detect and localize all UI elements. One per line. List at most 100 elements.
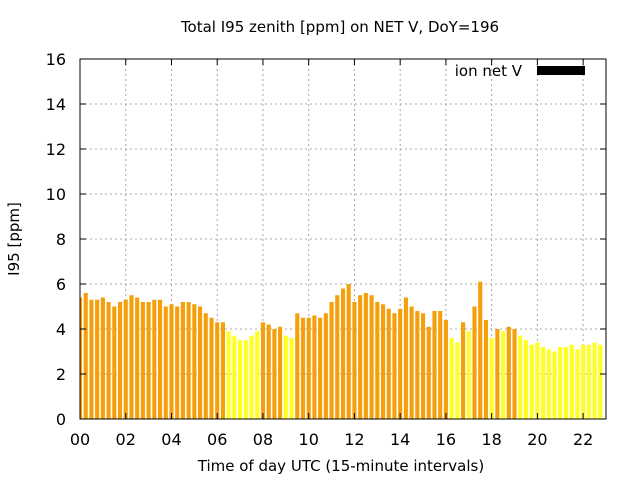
bar <box>598 344 603 419</box>
bar <box>443 320 448 419</box>
x-tick-label: 10 <box>299 430 319 449</box>
bar <box>226 331 231 419</box>
bar <box>363 293 368 419</box>
x-tick-label: 22 <box>573 430 593 449</box>
bar <box>518 335 523 419</box>
bar <box>432 311 437 419</box>
y-tick-label: 8 <box>56 230 66 249</box>
y-axis-ticks: 0 2 4 6 8 10 12 14 16 <box>46 50 606 429</box>
bar <box>117 302 123 419</box>
bar <box>100 297 105 419</box>
y-tick-label: 14 <box>46 95 66 114</box>
x-tick-label: 16 <box>436 430 456 449</box>
bar <box>135 297 140 419</box>
y-tick-label: 10 <box>46 185 66 204</box>
bar <box>215 322 220 419</box>
bar <box>175 306 180 419</box>
bar <box>558 347 563 419</box>
y-tick-label: 4 <box>56 320 66 339</box>
bar <box>523 340 529 419</box>
y-tick-label: 16 <box>46 50 66 69</box>
bar <box>249 335 254 419</box>
bar <box>449 338 454 419</box>
bar <box>312 315 317 419</box>
bar <box>306 317 311 419</box>
legend: ion net V <box>455 62 585 80</box>
bar <box>163 306 168 419</box>
bar <box>546 349 551 419</box>
x-axis-ticks: 00 02 04 06 08 10 12 14 16 18 20 22 <box>70 59 593 449</box>
bar <box>478 281 483 419</box>
bar <box>346 284 351 419</box>
bar <box>586 344 591 419</box>
bar <box>180 302 185 419</box>
bar <box>106 302 111 419</box>
bar <box>209 317 214 419</box>
bar <box>438 311 443 419</box>
bar <box>83 293 88 419</box>
bar <box>398 308 403 419</box>
bar <box>112 306 117 419</box>
y-tick-label: 2 <box>56 365 66 384</box>
bar <box>501 331 506 419</box>
bar <box>358 295 363 419</box>
bar <box>352 302 357 419</box>
bar <box>455 342 460 419</box>
bar <box>483 320 488 419</box>
bar <box>392 313 397 419</box>
bar <box>472 306 477 419</box>
legend-label: ion net V <box>455 62 523 80</box>
bar <box>283 335 288 419</box>
bar <box>340 288 346 419</box>
bar <box>278 326 283 419</box>
x-tick-label: 14 <box>390 430 410 449</box>
bar <box>289 338 294 419</box>
bar <box>335 295 340 419</box>
bars <box>80 281 603 419</box>
bar <box>512 329 517 419</box>
bar <box>157 299 163 419</box>
bar <box>375 302 380 419</box>
bar <box>80 297 83 419</box>
bar <box>300 317 306 419</box>
bar <box>380 304 386 419</box>
bar <box>272 329 277 419</box>
x-tick-label: 06 <box>207 430 227 449</box>
bar <box>535 342 540 419</box>
y-tick-label: 12 <box>46 140 66 159</box>
bar <box>552 351 557 419</box>
bar <box>506 326 511 419</box>
bar <box>140 302 145 419</box>
bar <box>238 340 243 419</box>
bar <box>255 331 260 419</box>
bar <box>203 313 208 419</box>
bar <box>260 322 266 419</box>
bar <box>489 338 494 419</box>
bar <box>192 304 197 419</box>
y-axis-label: I95 [ppm] <box>5 202 23 276</box>
bar <box>266 324 271 419</box>
x-tick-label: 08 <box>253 430 273 449</box>
bar <box>146 302 151 419</box>
bar <box>575 349 580 419</box>
bar <box>495 329 500 419</box>
bar <box>426 326 431 419</box>
bar <box>169 304 174 419</box>
x-tick-label: 04 <box>161 430 181 449</box>
legend-swatch <box>537 66 585 75</box>
bar <box>318 317 323 419</box>
bar <box>95 299 100 419</box>
y-tick-label: 0 <box>56 410 66 429</box>
bar <box>466 331 471 419</box>
bar <box>198 306 203 419</box>
bar <box>541 347 546 419</box>
bar <box>386 308 391 419</box>
bar <box>563 347 569 419</box>
bar <box>581 344 586 419</box>
chart-title: Total I95 zenith [ppm] on NET V, DoY=196 <box>180 18 499 36</box>
bar <box>403 297 408 419</box>
bar <box>220 322 225 419</box>
bar <box>323 313 328 419</box>
bar <box>409 306 414 419</box>
